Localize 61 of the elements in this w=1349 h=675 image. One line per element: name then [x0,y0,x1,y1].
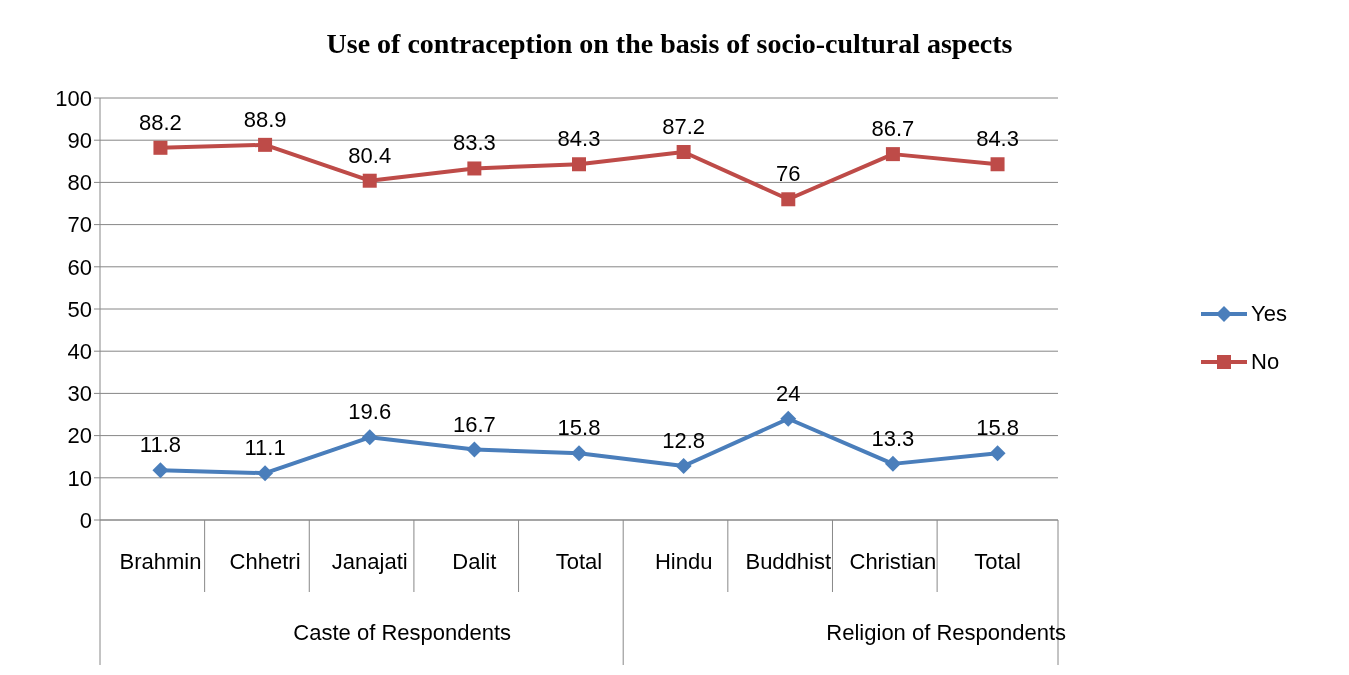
x-tick-label: Janajati [331,549,408,574]
point [780,410,797,427]
data-label: 86.7 [871,116,915,142]
y-tick-label: 0 [79,507,92,533]
x-tick-label: Hindu [654,549,713,574]
text: Religion of Respondents [825,620,1068,646]
data-label: 13.3 [871,425,915,451]
point [572,157,586,172]
data-label: 87.2 [662,114,706,140]
data-label: 88.9 [243,106,287,132]
point [989,445,1006,462]
data-label: 15.8 [976,415,1019,441]
x-tick-label: Total [555,549,603,574]
point [571,445,587,462]
y-tick-label: 60 [67,254,92,280]
data-label: 11.1 [244,435,286,461]
y-tick-label: 10 [67,465,92,491]
point [884,455,901,472]
point [676,145,691,160]
data-label: 84.3 [557,126,601,152]
text: Caste of Respondents [292,620,513,646]
point [362,173,377,188]
data-label: 16.7 [452,411,496,437]
x-tick-label: Dalit [452,549,497,574]
x-tick-label: Total [974,549,1021,574]
point [466,441,483,458]
point [257,465,274,482]
y-tick-label: 80 [67,170,92,196]
point [467,161,482,176]
x-tick-label: Brahmin [119,549,202,574]
x-tick-label: Christian [849,549,937,574]
data-label: 80.4 [348,142,392,168]
y-tick-label: 70 [67,212,92,238]
point [153,140,168,155]
point [990,157,1005,172]
data-label: 15.8 [557,415,601,441]
y-tick-label: 90 [67,128,92,154]
data-label: 12.8 [662,427,706,453]
y-tick-label: 40 [67,339,92,365]
legend-label: No [1251,348,1280,375]
x-tick-label: Chhetri [229,549,301,574]
y-tick-label: 30 [67,381,92,407]
y-tick-label: 100 [55,85,92,111]
point [361,429,378,446]
data-label: 19.6 [348,399,392,425]
point [781,192,796,207]
y-tick-label: 50 [67,296,92,322]
data-label: 83.3 [452,130,496,156]
y-tick-label: 20 [67,423,92,449]
data-label: 11.8 [139,432,182,458]
data-label: 76 [776,161,801,187]
x-tick-label: Buddhist [745,549,832,574]
data-label: 84.3 [976,126,1019,152]
point [675,457,692,474]
data-label: 24 [776,380,801,406]
point [885,147,900,162]
legend-label: Yes [1251,300,1287,327]
point [152,462,169,479]
chart-title: Use of contraception on the basis of socio-cultural aspects [325,28,1014,60]
point [258,137,273,152]
data-label: 88.2 [139,109,182,135]
